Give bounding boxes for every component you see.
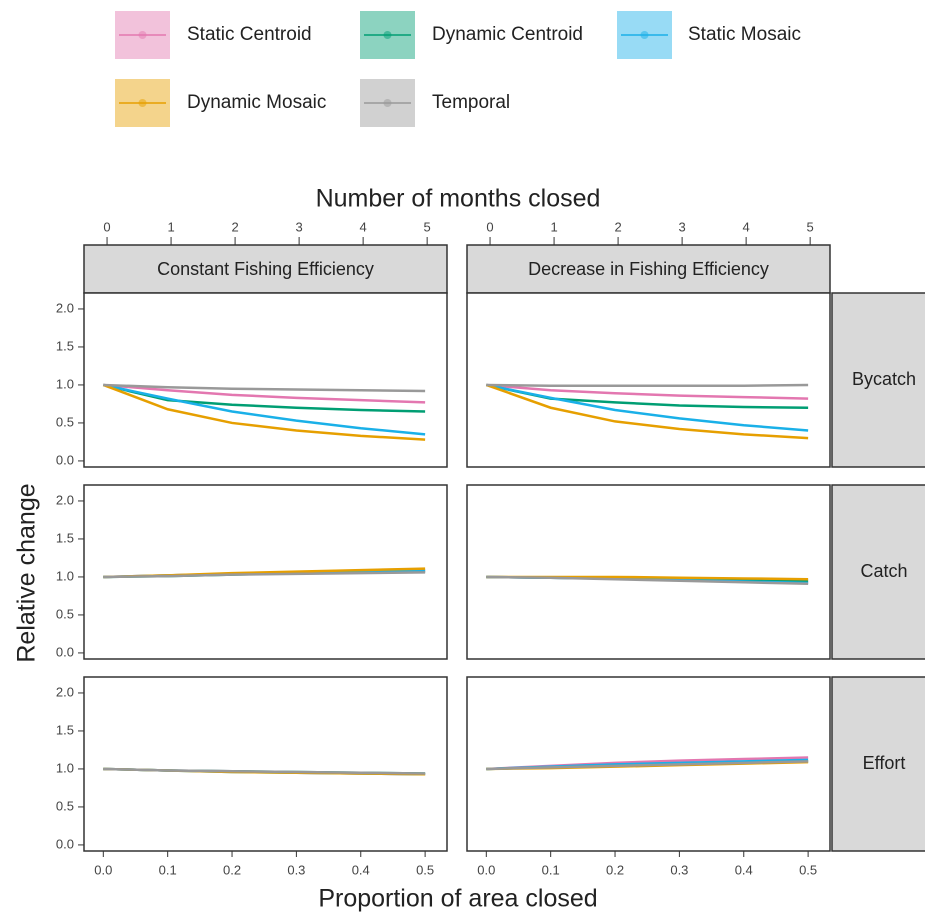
top-tick-label: 3 xyxy=(295,219,302,234)
x-axis-title: Proportion of area closed xyxy=(318,885,597,913)
series-line xyxy=(102,383,426,441)
series-line xyxy=(486,760,809,771)
x-tick-label: 0.0 xyxy=(94,862,112,877)
x-tick-label: 0.2 xyxy=(606,862,624,877)
panel xyxy=(83,676,448,852)
series-line xyxy=(486,575,809,586)
row-strip xyxy=(831,484,925,660)
top-tick-label: 1 xyxy=(550,219,557,234)
top-tick-label: 0 xyxy=(486,219,493,234)
y-tick-label: 0.0 xyxy=(56,452,74,467)
top-axis-title: Number of months closed xyxy=(316,185,601,213)
y-tick-label: 2.0 xyxy=(56,492,74,507)
series-line xyxy=(103,383,426,404)
top-tick-label: 3 xyxy=(678,219,685,234)
series-line xyxy=(103,383,426,393)
row-strip-label: Catch xyxy=(860,561,907,581)
x-tick-label: 0.1 xyxy=(159,862,177,877)
top-tick-label: 1 xyxy=(167,219,174,234)
panel xyxy=(466,292,831,468)
column-strip xyxy=(466,244,831,294)
series-line xyxy=(485,383,809,440)
series-line xyxy=(486,383,809,400)
legend-label: Static Centroid xyxy=(187,24,312,45)
legend-key-point xyxy=(138,99,147,107)
legend-key-point xyxy=(138,31,147,39)
x-tick-label: 0.1 xyxy=(542,862,560,877)
y-tick-label: 1.5 xyxy=(56,338,74,353)
top-tick-label: 0 xyxy=(103,219,110,234)
row-strip-label: Bycatch xyxy=(852,369,916,389)
legend-label: Temporal xyxy=(432,92,510,113)
legend-key-point xyxy=(383,99,392,107)
panel xyxy=(466,484,831,660)
row-strip xyxy=(831,292,925,468)
x-tick-label: 0.3 xyxy=(670,862,688,877)
y-tick-label: 0.5 xyxy=(56,414,74,429)
top-tick-label: 5 xyxy=(424,219,431,234)
legend-key-point xyxy=(640,31,649,39)
legend-label: Static Mosaic xyxy=(688,24,801,45)
top-tick-label: 2 xyxy=(231,219,238,234)
series-line xyxy=(103,767,426,775)
panel xyxy=(83,292,448,468)
series-line xyxy=(103,571,426,579)
y-tick-label: 0.5 xyxy=(56,606,74,621)
top-tick-label: 2 xyxy=(614,219,621,234)
series-line xyxy=(486,383,809,432)
x-tick-label: 0.5 xyxy=(799,862,817,877)
y-tick-label: 2.0 xyxy=(56,684,74,699)
y-tick-label: 0.5 xyxy=(56,798,74,813)
legend-label: Dynamic Mosaic xyxy=(187,92,326,113)
y-tick-label: 1.0 xyxy=(56,568,74,583)
y-tick-label: 1.5 xyxy=(56,722,74,737)
column-strip xyxy=(83,244,448,294)
x-tick-label: 0.4 xyxy=(352,862,370,877)
y-tick-label: 1.0 xyxy=(56,760,74,775)
y-tick-label: 1.5 xyxy=(56,530,74,545)
series-line xyxy=(486,383,809,387)
legend-key-point xyxy=(383,31,392,39)
y-tick-label: 2.0 xyxy=(56,300,74,315)
y-tick-label: 0.0 xyxy=(56,836,74,851)
top-tick-label: 5 xyxy=(807,219,814,234)
x-tick-label: 0.0 xyxy=(477,862,495,877)
top-tick-label: 4 xyxy=(743,219,750,234)
y-axis-title: Relative change xyxy=(13,483,41,662)
y-tick-label: 0.0 xyxy=(56,644,74,659)
x-tick-label: 0.5 xyxy=(416,862,434,877)
y-tick-label: 1.0 xyxy=(56,376,74,391)
x-tick-label: 0.3 xyxy=(287,862,305,877)
row-strip-label: Effort xyxy=(863,753,906,773)
legend-label: Dynamic Centroid xyxy=(432,24,583,45)
series-line xyxy=(103,383,426,436)
x-tick-label: 0.4 xyxy=(735,862,753,877)
x-tick-label: 0.2 xyxy=(223,862,241,877)
top-tick-label: 4 xyxy=(360,219,367,234)
column-strip-label: Constant Fishing Efficiency xyxy=(157,259,374,279)
column-strip-label: Decrease in Fishing Efficiency xyxy=(528,259,769,279)
row-strip xyxy=(831,676,925,852)
